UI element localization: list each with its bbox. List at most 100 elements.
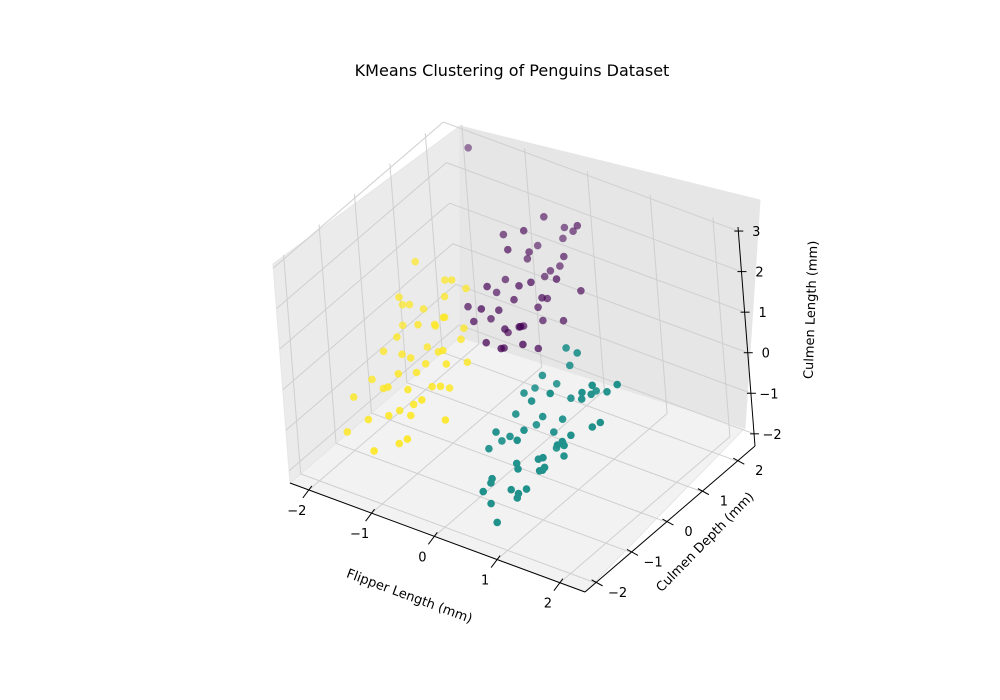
y-tick-label: −2 xyxy=(608,586,627,601)
data-point-cluster-0 xyxy=(577,287,585,295)
y-grid-wall-line xyxy=(283,254,302,474)
data-point-cluster-0 xyxy=(510,295,518,304)
data-point-cluster-1 xyxy=(493,518,502,527)
data-point-cluster-0 xyxy=(569,227,577,235)
data-point-cluster-1 xyxy=(520,426,528,435)
z-grid-back-line xyxy=(449,202,745,313)
z-tick-label: −1 xyxy=(759,387,778,402)
data-point-cluster-1 xyxy=(538,412,547,421)
x-grid-wall-line xyxy=(461,124,480,344)
y-grid-wall-line xyxy=(353,194,372,414)
x-grid-floor-line xyxy=(496,413,668,560)
z-axis-label: Culmen Length (mm) xyxy=(802,240,822,379)
data-point-cluster-1 xyxy=(485,444,493,453)
data-point-cluster-1 xyxy=(527,397,536,405)
data-point-cluster-2 xyxy=(441,276,449,284)
data-point-cluster-2 xyxy=(405,300,414,309)
data-point-cluster-1 xyxy=(578,388,586,397)
x-tick-mark xyxy=(490,555,501,568)
data-point-cluster-0 xyxy=(573,221,582,230)
data-point-cluster-0 xyxy=(519,340,527,349)
data-point-cluster-2 xyxy=(439,346,447,355)
x-grid-wall-line xyxy=(586,171,605,391)
x-grid-wall-line xyxy=(649,194,668,414)
data-point-cluster-1 xyxy=(587,390,595,399)
z-grid-back-line xyxy=(446,162,742,273)
data-point-cluster-0 xyxy=(525,248,533,256)
x-tick-mark xyxy=(427,532,438,545)
data-point-cluster-1 xyxy=(479,487,488,496)
y-tick-label: 1 xyxy=(720,495,728,510)
data-point-cluster-2 xyxy=(407,411,415,420)
data-point-cluster-2 xyxy=(368,375,376,384)
data-point-cluster-0 xyxy=(515,282,523,290)
y-grid-wall-line xyxy=(424,133,443,353)
z-tick-label: 2 xyxy=(755,266,763,281)
z-grid-back-line xyxy=(452,243,748,354)
data-point-cluster-1 xyxy=(603,388,611,396)
data-point-cluster-2 xyxy=(349,393,358,401)
data-point-cluster-2 xyxy=(393,333,401,341)
data-point-cluster-0 xyxy=(560,223,569,232)
data-point-cluster-2 xyxy=(384,383,392,391)
data-point-cluster-1 xyxy=(539,453,547,462)
data-point-cluster-2 xyxy=(414,320,422,329)
z-grid-back-line xyxy=(455,283,752,394)
z-grid-left-line xyxy=(282,243,454,391)
y-tick-mark xyxy=(662,518,674,526)
data-point-cluster-2 xyxy=(395,293,403,302)
data-point-cluster-1 xyxy=(552,380,561,388)
data-point-cluster-0 xyxy=(556,262,564,270)
y-grid-floor-line xyxy=(335,442,632,553)
data-point-cluster-0 xyxy=(559,316,568,325)
data-point-cluster-0 xyxy=(523,254,532,263)
data-point-cluster-2 xyxy=(398,350,406,359)
z-tick-label: 3 xyxy=(752,225,760,240)
data-point-cluster-2 xyxy=(445,384,454,392)
data-point-cluster-2 xyxy=(379,347,388,356)
y-tick-label: −1 xyxy=(643,555,662,570)
data-point-cluster-2 xyxy=(343,428,352,436)
x-tick-mark xyxy=(302,485,313,499)
data-point-cluster-2 xyxy=(404,385,412,394)
data-point-cluster-1 xyxy=(513,436,521,445)
data-point-cluster-1 xyxy=(567,394,575,403)
axis-ticks: −2 −1 0 1 2 −2 −1 0 1 2 −2 −1 0 1 2 3 xyxy=(287,225,781,612)
x-grid-floor-line xyxy=(308,343,480,491)
z-grid-left-line xyxy=(276,162,447,309)
data-point-cluster-0 xyxy=(482,338,491,347)
data-point-cluster-1 xyxy=(506,432,514,441)
data-point-cluster-0 xyxy=(470,317,478,326)
data-point-cluster-1 xyxy=(567,431,575,440)
data-point-cluster-2 xyxy=(436,382,445,391)
data-point-cluster-2 xyxy=(395,406,404,415)
data-point-cluster-2 xyxy=(447,276,456,284)
data-point-cluster-2 xyxy=(412,368,421,377)
data-point-cluster-0 xyxy=(495,306,503,315)
y-grid-wall-line xyxy=(389,163,408,383)
data-point-cluster-1 xyxy=(550,428,558,436)
data-point-cluster-0 xyxy=(487,315,495,323)
data-point-cluster-2 xyxy=(411,257,420,266)
data-point-cluster-0 xyxy=(560,252,568,261)
data-point-cluster-0 xyxy=(527,278,535,287)
data-point-cluster-2 xyxy=(403,435,412,443)
data-point-cluster-2 xyxy=(428,382,436,391)
x-tick-label: 0 xyxy=(418,550,426,565)
y-tick-mark xyxy=(733,457,745,465)
data-point-cluster-2 xyxy=(364,415,373,424)
data-point-cluster-2 xyxy=(457,335,465,344)
z-grid-left-line xyxy=(288,324,460,472)
data-point-cluster-1 xyxy=(507,485,515,494)
z-tick-label: −2 xyxy=(762,428,781,443)
data-point-cluster-0 xyxy=(533,241,542,250)
data-point-cluster-1 xyxy=(538,371,547,380)
x-tick-label: −1 xyxy=(350,527,369,542)
z-grid-left-line xyxy=(272,121,444,269)
x-tick-mark xyxy=(553,578,564,592)
z-tick-label: 0 xyxy=(762,347,770,362)
data-point-cluster-2 xyxy=(418,396,426,404)
x-tick-label: 1 xyxy=(481,574,489,589)
data-point-cluster-0 xyxy=(504,245,512,254)
data-point-cluster-0 xyxy=(464,302,472,311)
